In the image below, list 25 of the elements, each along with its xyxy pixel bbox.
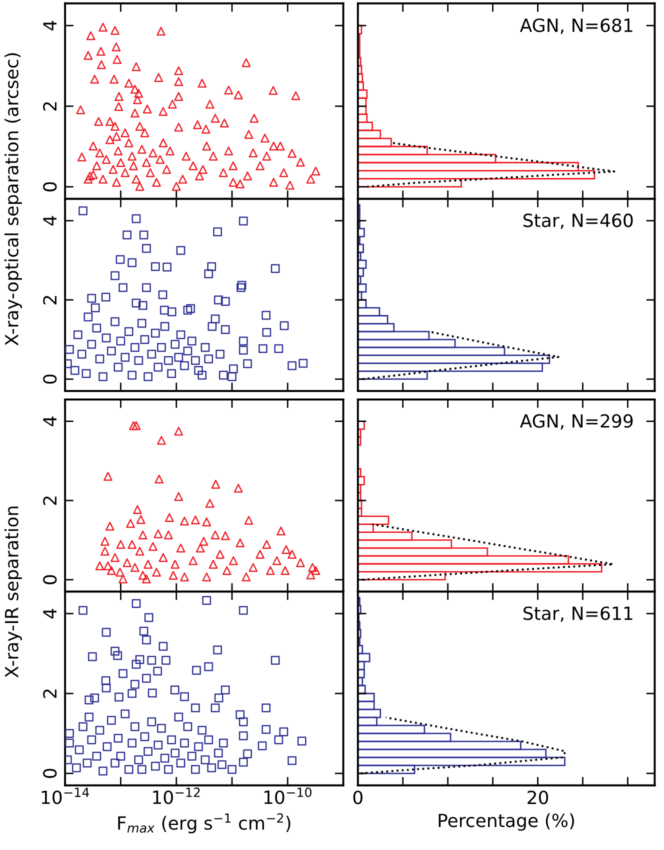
y-tick-label: 4 — [43, 608, 56, 618]
y-tick-label: 0 — [43, 182, 57, 192]
x-tick-label: 0 — [353, 790, 362, 804]
y-tick-label: 2 — [43, 296, 56, 304]
y-tick-label: 4 — [43, 216, 56, 226]
y-tick-label: 0 — [43, 575, 57, 584]
annotation: Star, N=460 — [524, 214, 633, 230]
y-tick-label: 0 — [43, 374, 57, 384]
x-axis-title: F$_{max}$ (erg s$^{−1}$ cm$^{−2}$) — [118, 813, 290, 834]
y-tick-label: 4 — [43, 416, 56, 426]
y-tick-label: 4 — [43, 20, 56, 30]
x-tick-label: 20 — [528, 790, 548, 804]
x-axis-title: Percentage (%) — [438, 813, 574, 831]
y-tick-label: 2 — [43, 690, 56, 698]
annotation: Star, N=611 — [524, 606, 632, 622]
x-tick-label: 10$^{−10}$ — [264, 788, 312, 804]
y-axis-title: X-ray-IR separation — [4, 506, 22, 678]
annotation: AGN, N=681 — [520, 18, 632, 34]
y-axis-title: X-ray-optical separation (arcsec) — [4, 53, 22, 346]
x-tick-label: 10$^{−14}$ — [42, 788, 89, 804]
y-tick-label: 2 — [43, 496, 56, 505]
x-tick-label: 10$^{−12}$ — [153, 788, 200, 804]
y-tick-label: 0 — [43, 768, 57, 778]
annotation: AGN, N=299 — [520, 414, 633, 430]
y-tick-label: 2 — [43, 102, 56, 111]
